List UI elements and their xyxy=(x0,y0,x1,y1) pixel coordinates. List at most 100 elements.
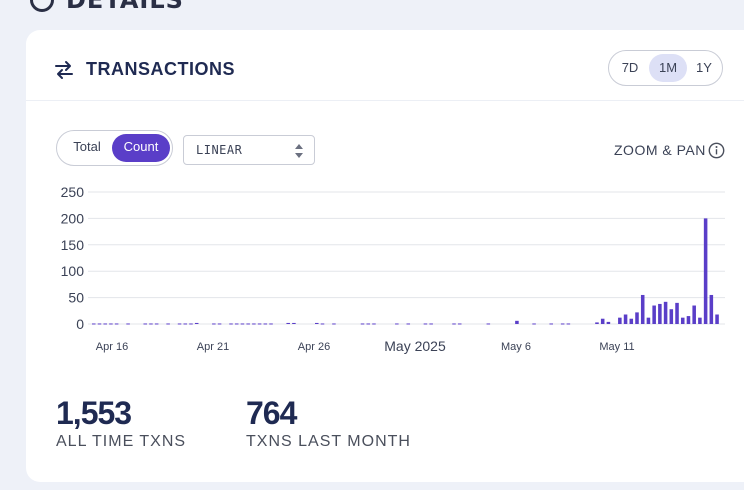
chart-bar xyxy=(715,314,719,324)
y-tick-label: 150 xyxy=(61,237,85,253)
chart-bar xyxy=(606,321,611,324)
section-heading: DETAILS xyxy=(30,0,184,14)
chart-bar xyxy=(675,302,679,324)
chart-bar xyxy=(103,323,107,325)
chart-bar xyxy=(406,323,411,325)
chart-bar xyxy=(618,317,622,324)
chart-bar xyxy=(92,323,96,325)
chart-bar xyxy=(423,323,428,325)
chart-bar xyxy=(177,323,182,325)
y-tick-label: 0 xyxy=(76,316,84,332)
chart-bar xyxy=(109,323,113,325)
chart-bar xyxy=(143,323,148,325)
mode-button-count[interactable]: Count xyxy=(112,134,170,162)
chart-bar xyxy=(183,323,188,325)
range-toggle: 7D 1M 1Y xyxy=(608,50,723,86)
chart-bar xyxy=(663,301,668,324)
chart-bar xyxy=(595,322,599,324)
chart-bar xyxy=(486,323,491,325)
chart-bar xyxy=(97,323,102,325)
x-tick-label: May 2025 xyxy=(384,338,446,354)
chart-bar xyxy=(212,323,216,325)
chart-bar xyxy=(252,323,256,325)
chart-bar xyxy=(395,323,399,325)
chart-bar xyxy=(623,314,628,324)
chart-bar xyxy=(646,317,651,324)
x-tick-label: Apr 21 xyxy=(197,341,229,353)
chart-bar xyxy=(217,323,222,325)
chart-bar xyxy=(452,323,456,325)
chart-bar xyxy=(126,323,130,325)
chart-bar xyxy=(457,323,462,325)
section-heading-text: DETAILS xyxy=(66,0,184,14)
chart-bar xyxy=(709,294,714,324)
chart-bar xyxy=(189,323,193,325)
transactions-card: TRANSACTIONS 7D 1M 1Y Total Count LINEAR… xyxy=(26,30,744,482)
chart-bar xyxy=(566,323,571,325)
chart-bar xyxy=(234,323,239,325)
x-tick-label: May 6 xyxy=(501,341,531,353)
zoom-pan-label[interactable]: ZOOM & PAN xyxy=(614,142,706,158)
chart-bar xyxy=(680,317,685,324)
stat-all-time-value: 1,553 xyxy=(56,395,132,431)
chart-bar xyxy=(229,323,233,325)
chart-bar xyxy=(194,322,199,324)
chart-bar xyxy=(360,323,365,325)
chart-bar xyxy=(640,294,645,324)
x-tick-label: Apr 16 xyxy=(96,341,128,353)
chart-bar xyxy=(269,323,273,325)
chart-bar xyxy=(686,316,691,324)
chart-bar xyxy=(515,320,519,324)
stat-all-time-label: ALL TIME TXNS xyxy=(56,433,187,450)
chart-bar xyxy=(600,318,605,324)
chart-bar xyxy=(658,303,662,324)
y-tick-label: 250 xyxy=(61,184,85,200)
transactions-chart: 0 50 100 150 200 250 Apr 16 Apr 21 Apr 26 May 202… xyxy=(61,184,725,354)
chart-bar xyxy=(166,323,170,325)
chart-bar xyxy=(652,305,656,324)
chart-bar xyxy=(669,309,674,324)
chart-bar xyxy=(114,323,119,325)
range-button-7d[interactable]: 7D xyxy=(621,60,639,75)
y-tick-label: 200 xyxy=(61,210,85,226)
stat-last-month-label: TXNS LAST MONTH xyxy=(246,433,411,450)
chart-bar xyxy=(315,322,319,324)
y-tick-label: 100 xyxy=(61,263,85,279)
swap-arrows-icon xyxy=(55,61,73,79)
chart-bar xyxy=(635,312,639,324)
scale-select-value: LINEAR xyxy=(196,143,243,157)
y-tick-label: 50 xyxy=(68,290,84,306)
range-button-1y[interactable]: 1Y xyxy=(696,60,712,75)
chart-bar xyxy=(692,305,696,324)
card-title: TRANSACTIONS xyxy=(86,59,235,79)
stat-last-month: 764 TXNS LAST MONTH xyxy=(246,395,411,451)
chart-bar xyxy=(240,323,245,325)
chart-bar xyxy=(332,323,336,325)
mode-button-total[interactable]: Total xyxy=(73,139,101,154)
info-icon[interactable] xyxy=(708,142,725,159)
chart-bar xyxy=(532,323,536,325)
chart-bar xyxy=(263,323,268,325)
chart-bar xyxy=(286,322,290,324)
mode-toggle: Total Count xyxy=(56,130,173,166)
chart-bar xyxy=(549,323,553,325)
chart-bar xyxy=(257,323,262,325)
chart-bar xyxy=(629,318,634,324)
chart-bar xyxy=(292,322,296,324)
range-button-1m[interactable]: 1M xyxy=(649,54,687,82)
chart-bar xyxy=(154,323,159,325)
chart-bar xyxy=(320,323,325,325)
chart-bar xyxy=(372,323,376,325)
chart-bar xyxy=(429,323,433,325)
chart-bar xyxy=(560,323,565,325)
stat-all-time: 1,553 ALL TIME TXNS xyxy=(56,395,186,451)
scale-select[interactable]: LINEAR xyxy=(183,135,315,165)
circle-icon xyxy=(30,0,54,12)
chart-bar xyxy=(698,317,702,324)
chart-bar xyxy=(149,323,153,325)
chart-bar xyxy=(366,323,371,325)
chart-bar xyxy=(703,218,708,324)
sort-arrows-icon xyxy=(295,144,303,158)
x-tick-label: Apr 26 xyxy=(298,341,330,353)
x-tick-label: May 11 xyxy=(599,341,634,353)
